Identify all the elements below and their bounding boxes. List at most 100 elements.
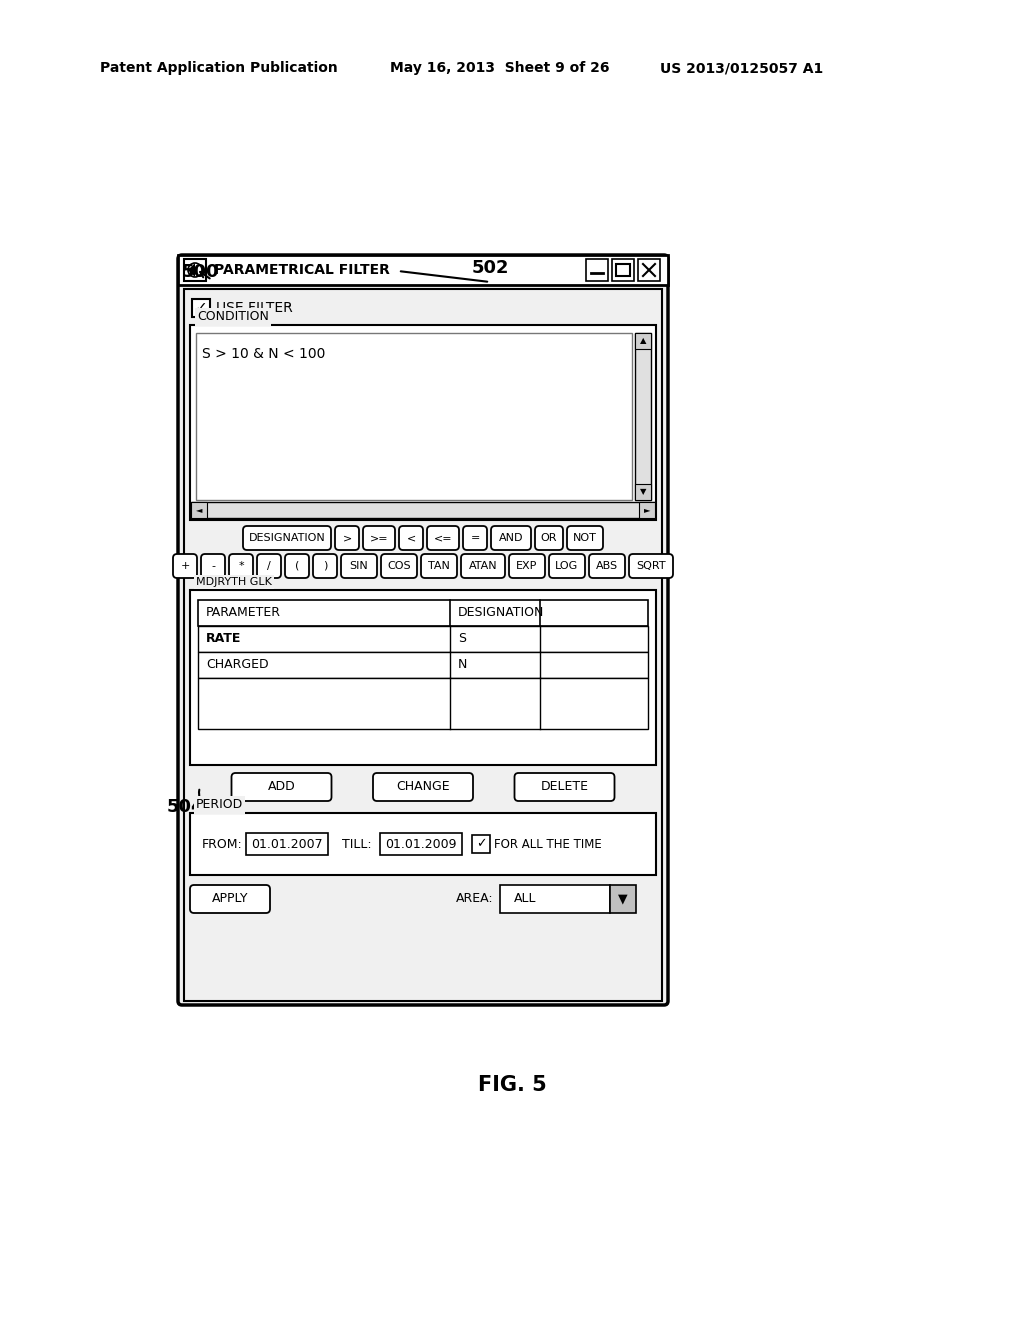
Text: DESIGNATION: DESIGNATION (458, 606, 545, 619)
Bar (191, 502, 207, 517)
FancyBboxPatch shape (629, 554, 673, 578)
FancyBboxPatch shape (535, 525, 563, 550)
Text: SIN: SIN (349, 561, 369, 572)
Bar (635, 333, 651, 500)
FancyBboxPatch shape (243, 525, 331, 550)
Text: FROM:: FROM: (202, 837, 243, 850)
Text: ATAN: ATAN (469, 561, 498, 572)
Text: 01.01.2007: 01.01.2007 (251, 837, 323, 850)
Text: ✓: ✓ (195, 301, 208, 315)
Text: =: = (470, 533, 479, 543)
Text: <: < (407, 533, 416, 543)
FancyBboxPatch shape (178, 255, 668, 1005)
Text: May 16, 2013  Sheet 9 of 26: May 16, 2013 Sheet 9 of 26 (390, 61, 609, 75)
Text: ALL: ALL (514, 892, 537, 906)
Text: PARAMETRICAL FILTER: PARAMETRICAL FILTER (214, 263, 390, 277)
Text: PARAMETER: PARAMETER (206, 606, 281, 619)
FancyBboxPatch shape (567, 525, 603, 550)
Text: >: > (342, 533, 351, 543)
Text: Patent Application Publication: Patent Application Publication (100, 61, 338, 75)
Text: APPLY: APPLY (212, 892, 248, 906)
Text: -: - (211, 561, 215, 572)
Text: OR: OR (541, 533, 557, 543)
Text: 502: 502 (471, 259, 509, 277)
FancyBboxPatch shape (373, 774, 473, 801)
FancyBboxPatch shape (362, 525, 395, 550)
FancyBboxPatch shape (589, 554, 625, 578)
Text: MDJRYTH GLK: MDJRYTH GLK (196, 577, 272, 587)
Polygon shape (188, 263, 195, 277)
Text: PERIOD: PERIOD (196, 799, 244, 812)
FancyBboxPatch shape (399, 525, 423, 550)
FancyBboxPatch shape (427, 525, 459, 550)
FancyBboxPatch shape (341, 554, 377, 578)
Bar (612, 259, 634, 281)
Bar (635, 484, 651, 500)
Text: +: + (180, 561, 189, 572)
Text: (: ( (295, 561, 299, 572)
FancyBboxPatch shape (514, 774, 614, 801)
Bar (616, 264, 630, 276)
Text: LOG: LOG (555, 561, 579, 572)
Text: ABS: ABS (596, 561, 618, 572)
Text: S: S (458, 632, 466, 645)
Text: US 2013/0125057 A1: US 2013/0125057 A1 (660, 61, 823, 75)
Bar (198, 652, 648, 678)
FancyBboxPatch shape (229, 554, 253, 578)
Bar (380, 833, 462, 855)
Bar (586, 259, 608, 281)
Text: AREA:: AREA: (456, 892, 494, 906)
Text: ): ) (323, 561, 328, 572)
Text: TAN: TAN (428, 561, 450, 572)
Text: ADD: ADD (267, 780, 295, 793)
Bar (191, 502, 655, 517)
Bar (610, 884, 636, 913)
Text: TILL:: TILL: (342, 837, 372, 850)
Text: ▼: ▼ (640, 487, 646, 496)
FancyBboxPatch shape (231, 774, 332, 801)
Text: CHARGED: CHARGED (206, 659, 268, 672)
FancyBboxPatch shape (461, 554, 505, 578)
Text: SQRT: SQRT (636, 561, 666, 572)
Bar (184, 259, 206, 281)
FancyBboxPatch shape (549, 554, 585, 578)
Text: FIG. 5: FIG. 5 (477, 1074, 547, 1096)
Text: *: * (239, 561, 244, 572)
Text: EXP: EXP (516, 561, 538, 572)
Text: N: N (458, 659, 467, 672)
Bar (184, 289, 662, 1001)
Text: DESIGNATION: DESIGNATION (249, 533, 326, 543)
Text: 504: 504 (166, 799, 204, 816)
Text: 01.01.2009: 01.01.2009 (385, 837, 457, 850)
Bar (178, 255, 668, 285)
Text: ▼: ▼ (618, 892, 628, 906)
Text: ◄: ◄ (196, 506, 203, 515)
Bar (500, 884, 610, 913)
Bar (196, 333, 632, 500)
Bar (638, 259, 660, 281)
FancyBboxPatch shape (257, 554, 281, 578)
FancyBboxPatch shape (285, 554, 309, 578)
Text: CONDITION: CONDITION (197, 310, 269, 323)
Text: ►: ► (644, 506, 650, 515)
FancyBboxPatch shape (463, 525, 487, 550)
FancyBboxPatch shape (201, 554, 225, 578)
Bar (190, 590, 656, 766)
Bar (472, 836, 490, 853)
FancyBboxPatch shape (313, 554, 337, 578)
Text: DELETE: DELETE (541, 780, 589, 793)
Bar (198, 678, 648, 729)
Text: AND: AND (499, 533, 523, 543)
Bar (190, 325, 656, 520)
FancyBboxPatch shape (190, 884, 270, 913)
Text: /: / (267, 561, 271, 572)
Text: S > 10 & N < 100: S > 10 & N < 100 (202, 347, 326, 360)
Bar (635, 333, 651, 348)
Circle shape (188, 263, 202, 277)
Text: USE FILTER: USE FILTER (216, 301, 293, 315)
Text: RATE: RATE (206, 632, 242, 645)
Bar (198, 601, 648, 626)
Text: ▲: ▲ (640, 337, 646, 346)
Text: COS: COS (387, 561, 411, 572)
FancyBboxPatch shape (509, 554, 545, 578)
